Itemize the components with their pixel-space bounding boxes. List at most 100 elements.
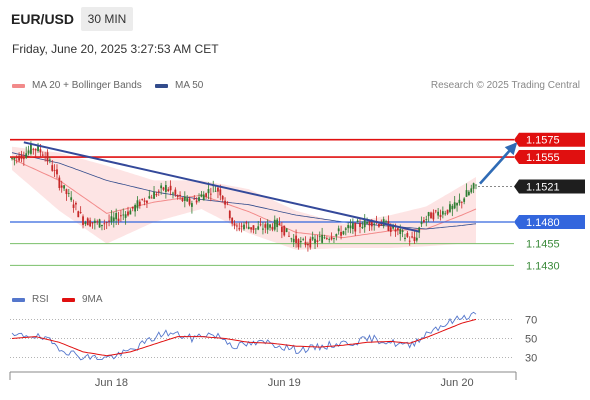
candle-body xyxy=(262,228,264,230)
candle-body xyxy=(18,155,21,161)
candle-body xyxy=(472,183,475,189)
candle-body xyxy=(432,212,435,220)
candle-body xyxy=(119,215,122,217)
candle-body xyxy=(290,238,293,240)
candle-body xyxy=(148,196,151,199)
candle-body xyxy=(354,223,357,232)
candle-body xyxy=(143,200,146,202)
timeframe-button[interactable]: 30 MIN xyxy=(81,7,133,31)
candle-body xyxy=(387,221,390,231)
legend-swatch-rsi xyxy=(12,297,25,302)
candle-body xyxy=(280,226,283,233)
candle-body xyxy=(164,185,167,192)
candle-body xyxy=(110,216,113,222)
candle-body xyxy=(233,223,236,226)
legend-swatch-rsi-ma xyxy=(62,297,75,302)
candle-body xyxy=(238,228,241,230)
candle-body xyxy=(169,185,172,191)
level-label-4: 1.1455 xyxy=(526,239,560,251)
candle-body xyxy=(82,216,84,225)
credit-text: Research © 2025 Trading Central xyxy=(430,80,580,91)
candle-body xyxy=(368,220,371,226)
candle-body xyxy=(434,210,437,212)
candle-body xyxy=(176,195,179,198)
candle-body xyxy=(167,189,170,191)
candle-body xyxy=(385,221,387,223)
level-tag-1 xyxy=(514,150,585,165)
candle-body xyxy=(209,193,212,195)
candle-body xyxy=(382,219,385,226)
candle-body xyxy=(453,202,456,209)
candle-body xyxy=(349,225,352,229)
level-tag-3 xyxy=(514,215,585,230)
candle-body xyxy=(89,220,92,227)
candle-body xyxy=(463,198,466,202)
candle-body xyxy=(243,224,245,230)
candle-body xyxy=(146,200,148,203)
candle-body xyxy=(380,223,383,226)
candle-body xyxy=(101,224,103,227)
candle-body xyxy=(205,193,208,197)
candle-body xyxy=(53,170,56,171)
candle-body xyxy=(373,223,376,225)
candle-body xyxy=(359,223,361,227)
candle-body xyxy=(271,226,274,230)
candle-body xyxy=(250,227,253,230)
candle-body xyxy=(219,189,222,196)
candle-body xyxy=(418,227,421,233)
candle-body xyxy=(117,218,120,222)
candle-body xyxy=(415,237,418,241)
level-label-5: 1.1430 xyxy=(526,260,560,272)
candle-body xyxy=(41,154,44,156)
candle-body xyxy=(48,159,51,161)
candle-body xyxy=(458,199,461,204)
timestamp: Friday, June 20, 2025 3:27:53 AM CET xyxy=(12,42,219,56)
candle-body xyxy=(200,194,203,197)
legend-swatch-ma50 xyxy=(155,83,168,88)
candle-body xyxy=(318,236,321,238)
candle-body xyxy=(67,193,70,194)
level-label-3: 1.1480 xyxy=(526,217,560,229)
candle-body xyxy=(112,217,115,222)
candle-body xyxy=(162,187,165,190)
candle-body xyxy=(323,237,326,239)
candle-body xyxy=(247,226,250,229)
candle-body xyxy=(228,210,231,219)
legend-ma50: MA 50 xyxy=(155,80,203,91)
candle-body xyxy=(394,229,397,232)
rsi-tick-label-0: 70 xyxy=(525,314,537,326)
candle-body xyxy=(467,191,470,196)
candle-body xyxy=(254,228,257,230)
rsi-ma-line xyxy=(11,318,477,357)
candle-body xyxy=(65,189,68,195)
level-tag-2 xyxy=(514,179,585,194)
candle-body xyxy=(115,213,118,220)
candle-body xyxy=(423,220,425,223)
candle-body xyxy=(136,200,139,209)
candle-body xyxy=(252,225,255,230)
candle-body xyxy=(406,233,409,237)
candle-body xyxy=(32,148,35,150)
candle-body xyxy=(437,211,440,216)
candle-body xyxy=(138,201,141,206)
candle-body xyxy=(456,202,458,206)
candle-body xyxy=(264,224,267,228)
candle-body xyxy=(285,228,288,233)
candle-body xyxy=(325,237,328,239)
candle-body xyxy=(304,241,307,246)
candle-body xyxy=(430,212,432,219)
candle-body xyxy=(11,158,13,159)
candle-body xyxy=(396,228,399,231)
candle-body xyxy=(444,213,447,215)
candle-body xyxy=(328,239,331,240)
candle-body xyxy=(207,189,210,194)
candle-body xyxy=(389,227,392,232)
candle-body xyxy=(141,199,144,200)
candle-body xyxy=(361,226,364,229)
candle-body xyxy=(179,194,181,197)
candle-body xyxy=(70,197,73,201)
candle-body xyxy=(30,144,32,154)
rsi-line xyxy=(11,311,477,361)
ma20-line xyxy=(11,158,477,239)
